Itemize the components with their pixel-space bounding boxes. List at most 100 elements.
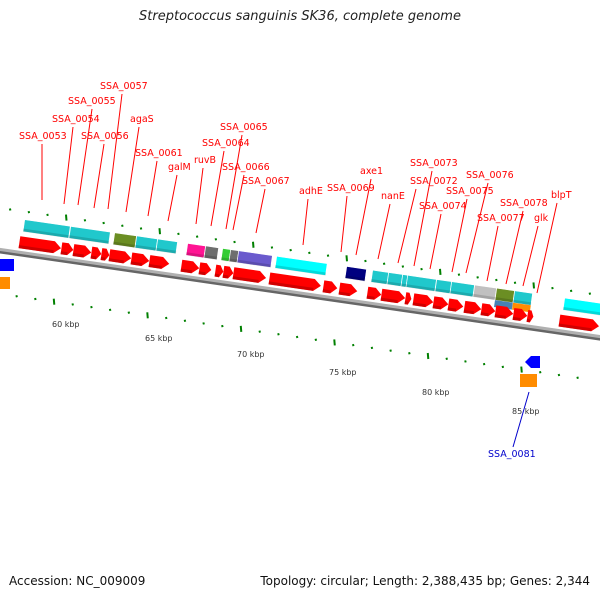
minor-tick xyxy=(352,343,355,347)
cds-arrow-shade xyxy=(412,302,426,308)
gene-label: SSA_0065 xyxy=(220,122,268,133)
major-tick xyxy=(532,282,535,289)
cds-forward-arrow xyxy=(432,296,449,310)
minor-tick xyxy=(576,376,579,379)
cds-arrow-shape xyxy=(18,236,62,254)
cds-forward-arrow xyxy=(222,265,234,279)
backbone-shadow xyxy=(0,249,600,341)
cds-forward-arrow xyxy=(526,309,534,323)
cog-box-shade xyxy=(135,244,157,251)
gene-label: SSA_0081 xyxy=(488,449,536,460)
minor-tick xyxy=(183,319,187,322)
cds-arrow-shade xyxy=(494,314,506,319)
scale-tick-label: 70 kbp xyxy=(237,350,265,359)
cog-box-shape xyxy=(236,250,273,268)
cog-box-shade xyxy=(221,257,230,262)
minor-tick xyxy=(569,289,573,293)
gene-leader-line xyxy=(465,182,489,274)
cog-box-shade xyxy=(495,297,514,303)
minor-tick xyxy=(8,208,12,211)
minor-tick xyxy=(83,219,87,222)
gene-label: SSA_0054 xyxy=(52,114,100,125)
cds-arrow-shade xyxy=(60,251,68,256)
cog-box-shade xyxy=(113,241,136,248)
minor-tick xyxy=(314,338,318,341)
gene-leader-line xyxy=(505,210,524,285)
minor-tick xyxy=(46,213,49,217)
cog-category-box xyxy=(155,238,178,255)
cds-arrow-shade xyxy=(100,257,106,261)
minor-tick xyxy=(370,346,374,350)
cog-box-shade xyxy=(450,290,474,297)
cds-forward-arrow xyxy=(366,286,382,300)
cog-category-box xyxy=(434,279,452,294)
cog-category-box xyxy=(370,269,389,285)
gene-label: SSA_0066 xyxy=(222,162,270,173)
cog-feature-layer xyxy=(22,219,600,317)
minor-tick xyxy=(482,362,486,366)
gene-leader-line xyxy=(377,203,391,260)
minor-tick xyxy=(214,238,218,241)
cds-forward-arrow xyxy=(72,244,92,258)
gene-label: SSA_0078 xyxy=(500,198,548,209)
minor-tick xyxy=(289,248,292,252)
gene-leader-line xyxy=(147,160,158,217)
gene-label: SSA_0072 xyxy=(410,176,458,187)
backbone xyxy=(0,247,600,339)
minor-tick xyxy=(202,322,205,325)
minor-tick xyxy=(501,365,505,369)
cds-arrow-shade xyxy=(322,289,331,294)
gene-leader-line xyxy=(167,174,178,222)
minor-tick xyxy=(102,221,105,225)
cds-arrow-shade xyxy=(198,271,206,276)
cds-arrow-shade xyxy=(512,316,521,321)
cds-forward-arrow xyxy=(60,242,74,256)
gene-label: SSA_0076 xyxy=(466,170,514,181)
minor-tick xyxy=(34,297,37,301)
minor-tick xyxy=(177,232,180,236)
cog-box-shade xyxy=(406,284,436,292)
major-tick xyxy=(345,255,348,262)
cog-category-box xyxy=(134,235,158,252)
scale-tick-label: 85 kbp xyxy=(512,407,540,416)
cds-forward-arrow xyxy=(90,246,102,260)
cds-arrow-shape xyxy=(558,314,600,332)
gene-label: SSA_0056 xyxy=(81,131,129,142)
cog-box-shade xyxy=(23,228,69,239)
cog-category-box xyxy=(512,290,533,306)
gene-label: SSA_0077 xyxy=(477,213,525,224)
gene-leader-line xyxy=(255,188,266,234)
gene-label: adhE xyxy=(299,186,323,197)
gene-label: SSA_0053 xyxy=(19,131,67,142)
cds-forward-arrow xyxy=(338,282,358,297)
cog-category-box xyxy=(68,226,111,245)
minor-tick xyxy=(513,281,517,284)
minor-tick xyxy=(476,276,479,279)
minor-tick xyxy=(277,333,280,336)
cds-arrow-shade xyxy=(130,261,142,266)
gene-label: SSA_0067 xyxy=(242,176,290,187)
cds-arrow-shade xyxy=(480,312,489,317)
minor-tick xyxy=(270,246,274,249)
gene-label: ruvB xyxy=(194,155,216,166)
cog-reverse-box xyxy=(520,374,537,387)
minor-tick xyxy=(539,371,542,374)
major-tick xyxy=(158,228,161,235)
cds-reverse-arrow xyxy=(525,356,540,368)
cds-reverse-arrow xyxy=(0,259,14,271)
cds-arrow-shade xyxy=(526,318,531,323)
cds-forward-arrow xyxy=(322,280,338,294)
gene-leader-line xyxy=(125,126,140,213)
minor-tick xyxy=(221,324,224,328)
minor-tick xyxy=(71,303,74,306)
cog-box-shade xyxy=(371,279,388,285)
cog-category-box xyxy=(494,287,515,304)
cds-forward-arrow xyxy=(268,272,321,291)
cds-arrow-shade xyxy=(108,258,124,264)
minor-tick xyxy=(457,273,461,276)
cds-forward-arrow xyxy=(404,292,412,305)
cog-box-shade xyxy=(473,293,496,301)
gene-label: SSA_0074 xyxy=(419,201,467,212)
cds-arrow-shade xyxy=(338,291,350,297)
cds-arrow-shade xyxy=(380,297,398,304)
